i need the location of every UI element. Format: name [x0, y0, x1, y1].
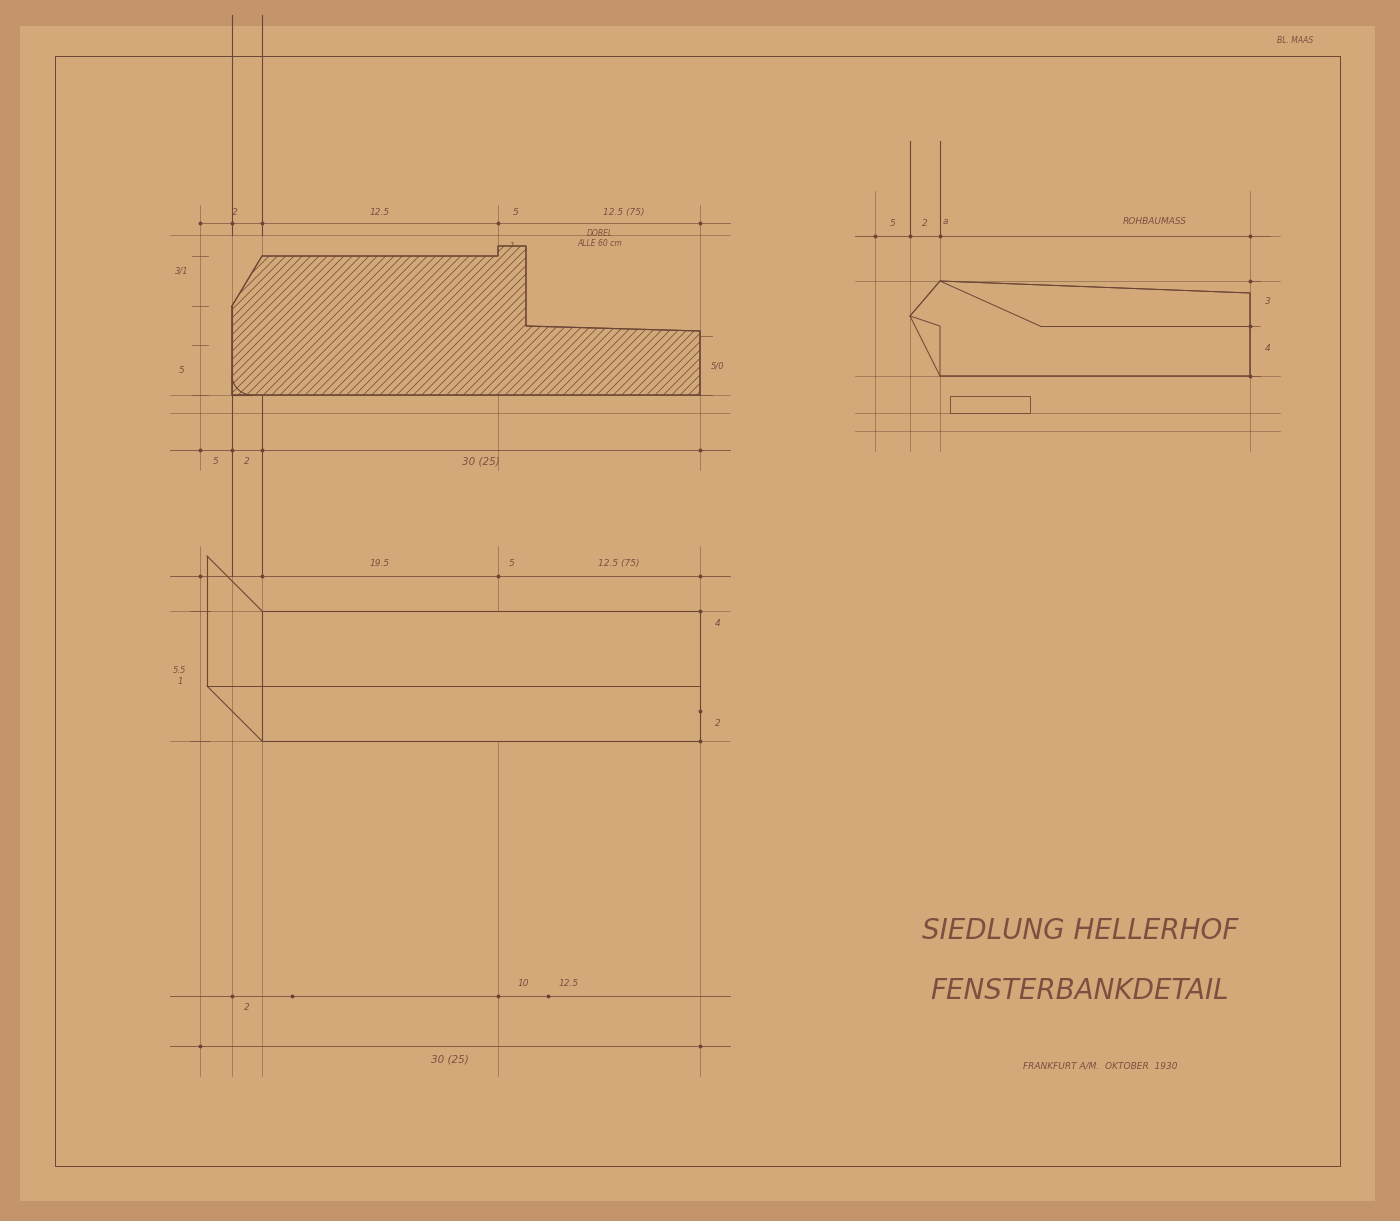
Text: SIEDLUNG HELLERHOF: SIEDLUNG HELLERHOF — [921, 917, 1238, 945]
Text: 37 (32): 37 (32) — [459, 327, 500, 337]
Text: 10: 10 — [517, 979, 529, 988]
Text: 1
4: 1 4 — [510, 242, 514, 261]
Text: 2: 2 — [923, 219, 928, 228]
Bar — [951, 396, 1030, 413]
Text: 30 (25): 30 (25) — [462, 455, 500, 466]
Polygon shape — [232, 245, 700, 396]
Polygon shape — [910, 281, 1250, 376]
Text: 3: 3 — [1266, 297, 1271, 305]
Text: 12.5: 12.5 — [559, 979, 580, 988]
Text: 2: 2 — [377, 684, 382, 694]
Text: 12.5 (75): 12.5 (75) — [603, 208, 645, 217]
Text: 5/0: 5/0 — [711, 361, 725, 370]
Text: 2: 2 — [244, 457, 249, 466]
Text: 2: 2 — [232, 208, 238, 217]
Text: 12.5: 12.5 — [370, 208, 391, 217]
Text: 2: 2 — [715, 719, 721, 728]
Text: DOBEL
ALLE 60 cm: DOBEL ALLE 60 cm — [578, 228, 623, 248]
Text: 5: 5 — [213, 457, 218, 466]
Text: 5: 5 — [179, 365, 185, 375]
Text: 2: 2 — [244, 1002, 249, 1012]
Text: a: a — [942, 217, 948, 226]
Text: 19.5: 19.5 — [370, 559, 391, 568]
Text: 30 (25): 30 (25) — [431, 1054, 469, 1063]
Text: 5: 5 — [512, 208, 518, 217]
Bar — [262, 610, 700, 741]
Text: 4: 4 — [715, 619, 721, 628]
Text: FENSTERBANKDETAIL: FENSTERBANKDETAIL — [931, 977, 1229, 1005]
Text: 4: 4 — [1266, 344, 1271, 353]
Text: 5: 5 — [889, 219, 896, 228]
Text: 3/1: 3/1 — [175, 266, 189, 276]
Text: 12.5 (75): 12.5 (75) — [598, 559, 640, 568]
Text: ROHBAUMASS: ROHBAUMASS — [1123, 217, 1187, 226]
Text: ROHBAUMASS: ROHBAUMASS — [375, 626, 385, 686]
Text: FRANKFURT A/M.  OKTOBER  1930: FRANKFURT A/M. OKTOBER 1930 — [1023, 1061, 1177, 1071]
Text: 5: 5 — [510, 559, 515, 568]
Text: BL. MAAS: BL. MAAS — [1277, 35, 1313, 45]
Text: 5.5
1: 5.5 1 — [174, 667, 186, 686]
